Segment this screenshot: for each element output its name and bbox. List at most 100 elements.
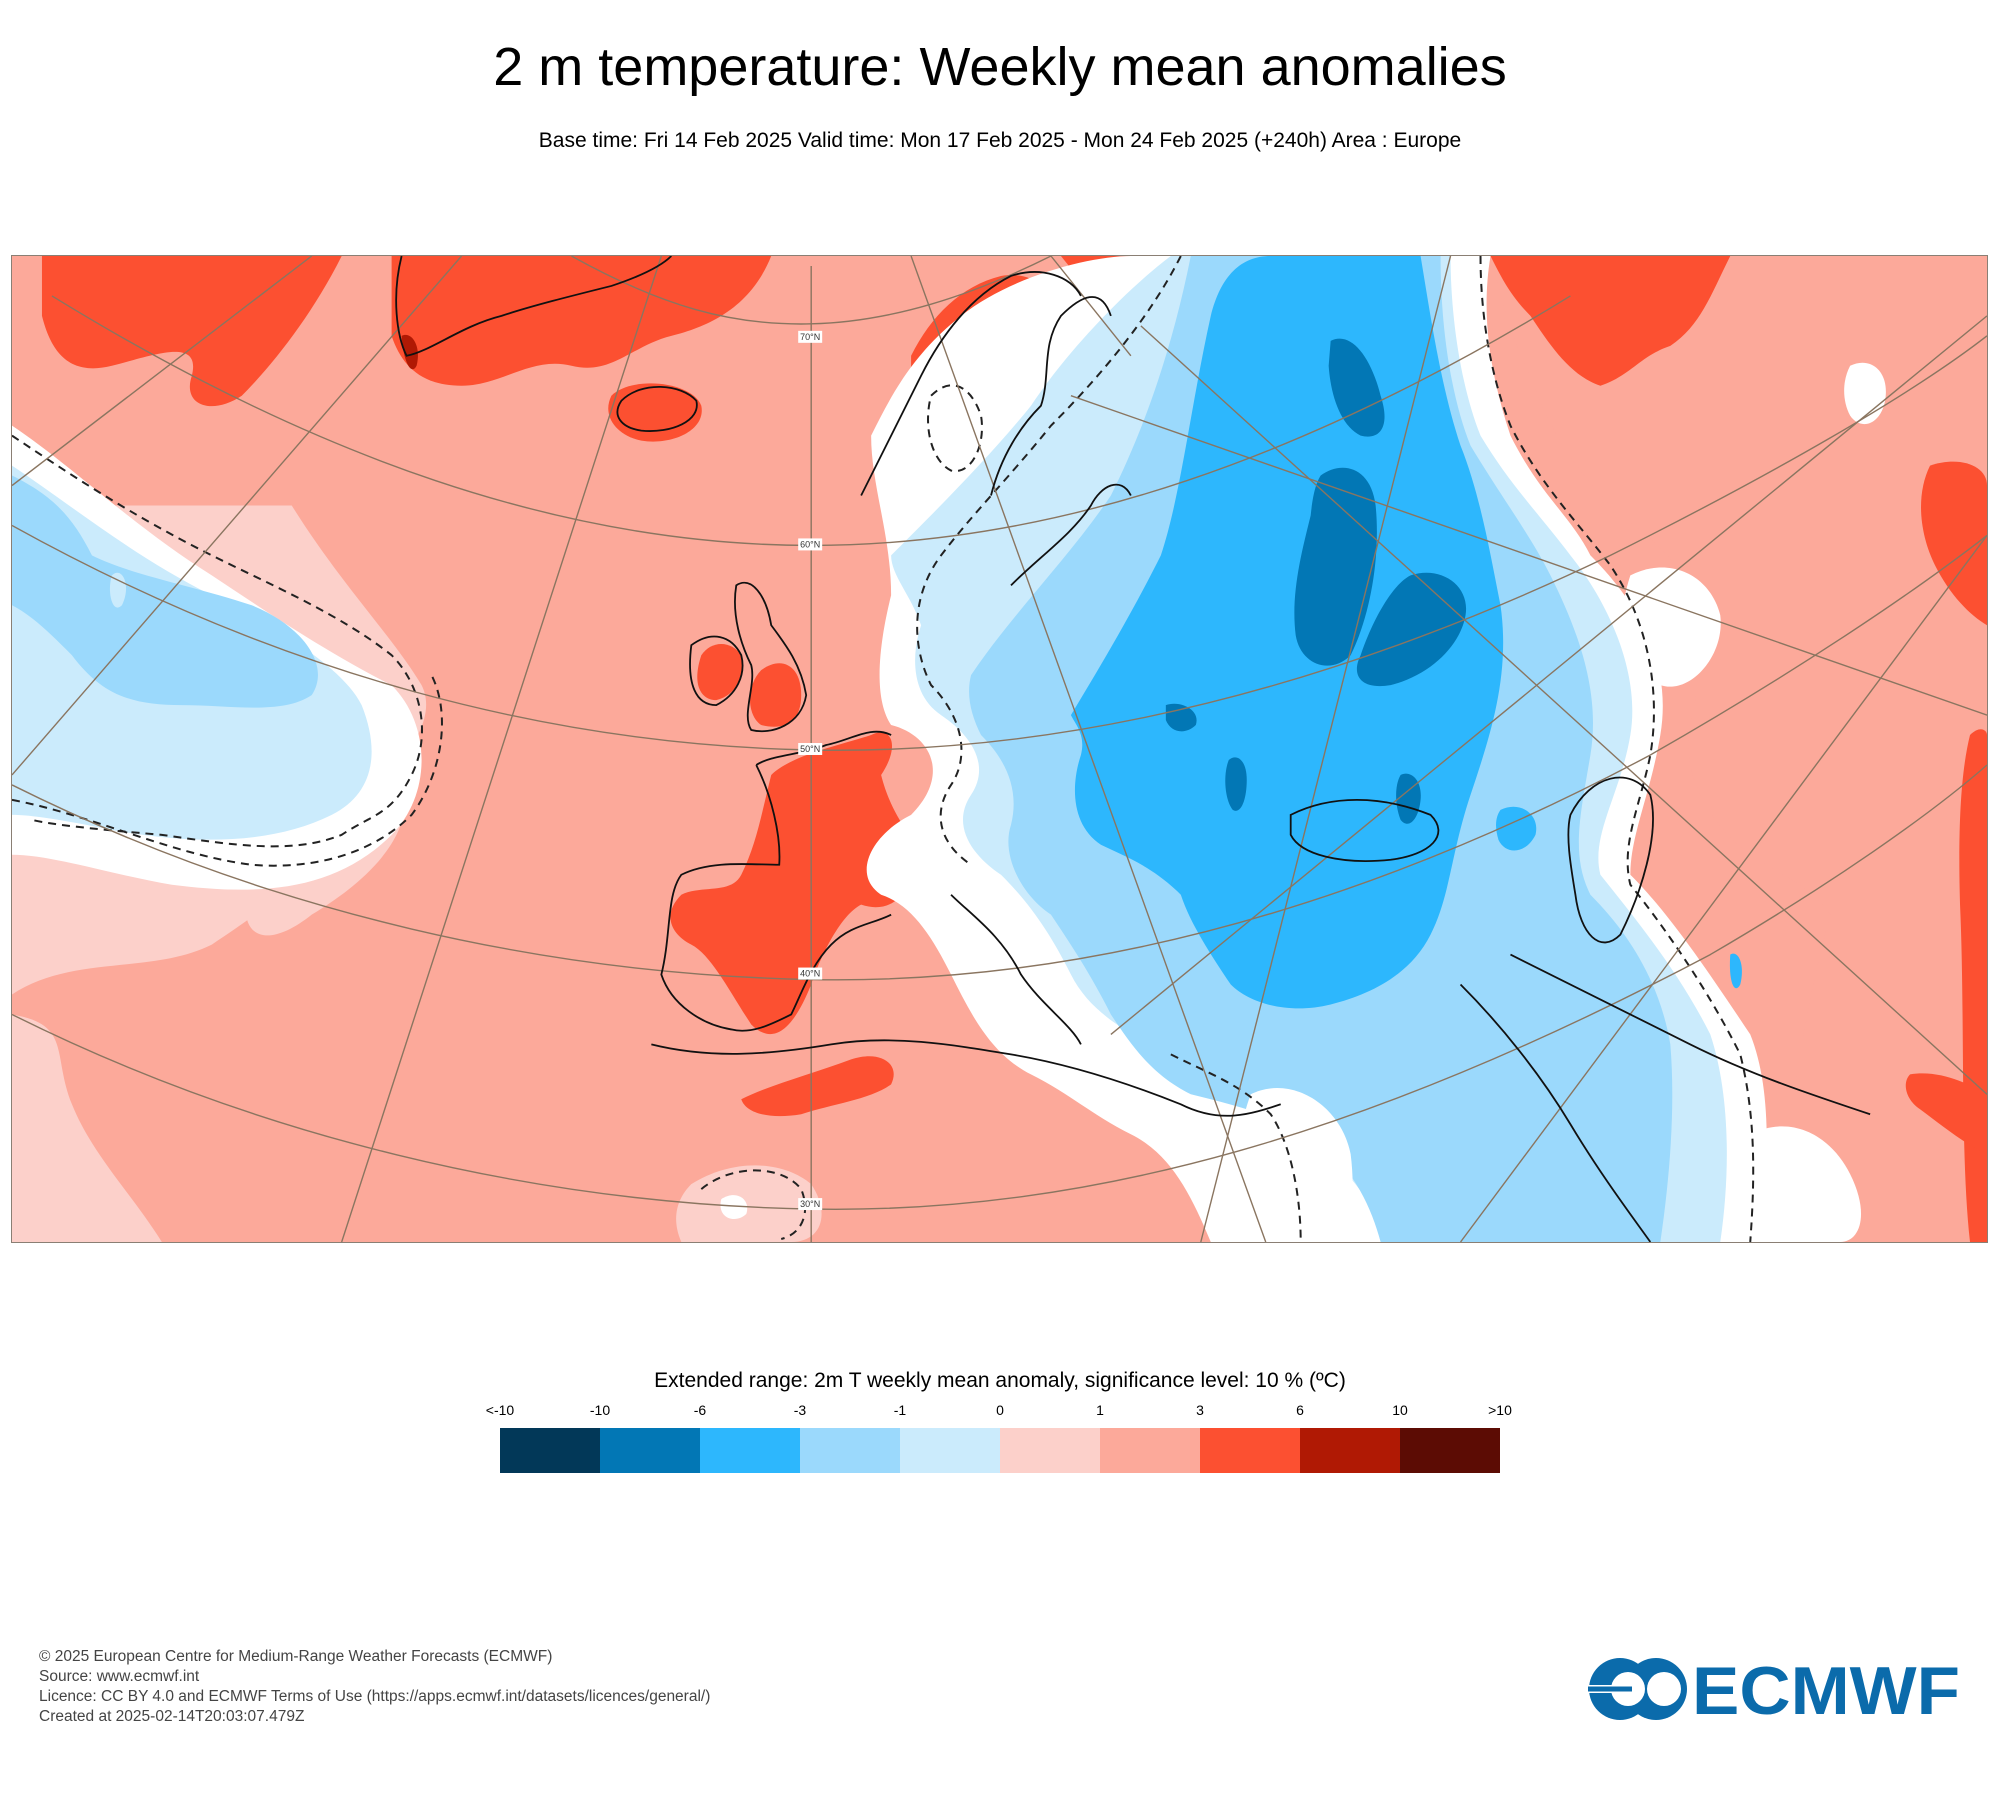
chart-subtitle: Base time: Fri 14 Feb 2025 Valid time: M…: [538, 129, 1462, 152]
ecmwf-logo[interactable]: ECMWF: [1588, 1655, 1963, 1723]
coastline-iceland: [616, 385, 698, 432]
legend-color-bar: [500, 1428, 1500, 1473]
field-cool-minus6-minus3-black-sea-east: [1496, 806, 1537, 851]
meridian-line: [1070, 395, 1987, 716]
meridian-line: [1459, 535, 1987, 1242]
legend-swatch: [900, 1428, 1000, 1473]
field-warm-3-6-ireland: [697, 643, 743, 701]
field-cool-minus6-minus3-europe: [1070, 256, 1504, 1009]
coastline-norway: [860, 271, 1082, 496]
coastline-north-africa: [651, 1039, 1281, 1117]
legend-tick: 6: [1296, 1402, 1304, 1418]
legend-tick: 10: [1392, 1402, 1408, 1418]
created-timestamp: Created at 2025-02-14T20:03:07.479Z: [39, 1708, 305, 1725]
legend-title: Extended range: 2m T weekly mean anomaly…: [654, 1369, 1346, 1392]
coastlines: [395, 256, 1871, 1242]
coastline-scandinavia: [990, 296, 1112, 496]
legend-tick: -3: [793, 1402, 807, 1418]
coastline-caspian: [1567, 776, 1654, 944]
meridian-line: [1050, 256, 1132, 357]
coastline-red-sea: [1459, 983, 1652, 1242]
legend-tick: >10: [1488, 1402, 1512, 1418]
coastline-black-sea: [1289, 799, 1440, 862]
field-cool-minus10-minus6-balkans: [1225, 757, 1247, 811]
legend-swatch: [500, 1428, 600, 1473]
field-near-zero-south-east: [1741, 1126, 1862, 1242]
legend-swatch: [800, 1428, 900, 1473]
lat-label-30n: 30°N: [800, 1199, 820, 1209]
meridian-line: [12, 256, 463, 776]
meridian-line: [910, 256, 1267, 1242]
legend-swatch: [600, 1428, 700, 1473]
field-warm-3-6-urals: [1490, 256, 1731, 386]
coastline-persian-gulf: [1510, 953, 1871, 1116]
legend-tick: 1: [1096, 1402, 1104, 1418]
meridian-line: [1200, 256, 1452, 1242]
meridian-line: [12, 256, 313, 487]
lat-label-60n: 60°N: [800, 539, 820, 549]
field-warm-3-6-england: [750, 663, 802, 727]
latitude-line-40n: [12, 534, 1987, 981]
field-cool-minus6-minus3-caspian: [1729, 953, 1742, 989]
field-warm-0-1-sahara: [676, 1165, 822, 1242]
chart-title: 2 m temperature: Weekly mean anomalies: [493, 37, 1507, 97]
field-warm-3-6-iceland: [608, 383, 702, 442]
significance-contour-sahara: [700, 1169, 807, 1240]
field-warm-3-6-north-africa: [741, 1056, 894, 1117]
field-near-zero-siberia-patch: [1844, 362, 1886, 425]
latitude-labels: 70°N 60°N 50°N 40°N 30°N: [798, 330, 823, 1211]
field-near-zero-sahara: [720, 1195, 748, 1220]
coastline-greenland: [395, 256, 672, 357]
legend-tick-labels: <-10 -10 -6 -3 -1 0 1 3 6 10 >10: [486, 1402, 1512, 1422]
field-cool-minus10-minus6-russia-north: [1328, 338, 1385, 437]
lat-label-40n: 40°N: [800, 969, 820, 979]
legend-tick: 0: [996, 1402, 1004, 1418]
lat-label-50n: 50°N: [800, 744, 820, 754]
significance-contour-central: [916, 256, 1182, 866]
legend-swatch: [700, 1428, 800, 1473]
latitude-line-50n: [12, 335, 1987, 751]
map-canvas: 70°N 60°N 50°N 40°N 30°N: [12, 256, 1987, 1242]
field-warm-3-6-greenland-west: [41, 256, 342, 407]
meridian-line: [341, 256, 663, 1242]
field-warm-6-10-greenland-tip: [401, 334, 418, 370]
lat-label-70n: 70°N: [800, 332, 820, 342]
graticule: [12, 256, 1987, 1242]
legend-tick: -1: [893, 1402, 907, 1418]
coastline-ireland: [689, 635, 744, 706]
meridian-line: [1140, 325, 1987, 1095]
legend-swatch: [1300, 1428, 1400, 1473]
copyright-text: © 2025 European Centre for Medium-Range …: [39, 1648, 553, 1665]
field-warm-1-3-northeast: [1490, 256, 1987, 1242]
source-link[interactable]: Source: www.ecmwf.int: [39, 1668, 200, 1685]
ecmwf-logo-mark: [1588, 1658, 1687, 1720]
footer: © 2025 European Centre for Medium-Range …: [39, 1647, 710, 1727]
field-near-zero-siberia-patch-2: [1622, 567, 1721, 687]
coastline-italy: [950, 894, 1082, 1045]
significance-contour-scandinavia: [927, 384, 983, 473]
field-near-zero-arabia: [1235, 1088, 1353, 1242]
field-warm-3-6-greenland-east: [391, 256, 772, 386]
anomaly-map[interactable]: 70°N 60°N 50°N 40°N 30°N: [11, 255, 1988, 1243]
latitude-line-30n: [12, 764, 1987, 1210]
legend-swatch: [1200, 1428, 1300, 1473]
significance-contour-east: [1479, 256, 1755, 1242]
legend-swatch: [1000, 1428, 1100, 1473]
legend-tick: <-10: [485, 1402, 515, 1418]
legend-swatch: [1400, 1428, 1500, 1473]
coastline-france-iberia: [660, 730, 892, 1032]
licence-text[interactable]: Licence: CC BY 4.0 and ECMWF Terms of Us…: [39, 1688, 711, 1705]
legend-tick: -6: [693, 1402, 707, 1418]
legend-tick: 3: [1196, 1402, 1204, 1418]
field-warm-3-6-kazakhstan: [1921, 461, 1987, 626]
legend-swatch: [1100, 1428, 1200, 1473]
coastline-baltic: [1010, 483, 1132, 586]
coastline-britain: [734, 581, 808, 733]
field-cool-minus3-minus1-west-atlantic: [12, 475, 318, 708]
field-warm-0-1-south: [12, 1014, 162, 1242]
significance-contour-west-outer: [12, 674, 443, 867]
significance-contour-west: [12, 434, 423, 848]
ecmwf-logo-text: ECMWF: [1692, 1655, 1960, 1723]
field-warm-3-6-france-iberia: [670, 732, 922, 1035]
field-cool-minus10-minus6-ukraine: [1356, 572, 1467, 687]
